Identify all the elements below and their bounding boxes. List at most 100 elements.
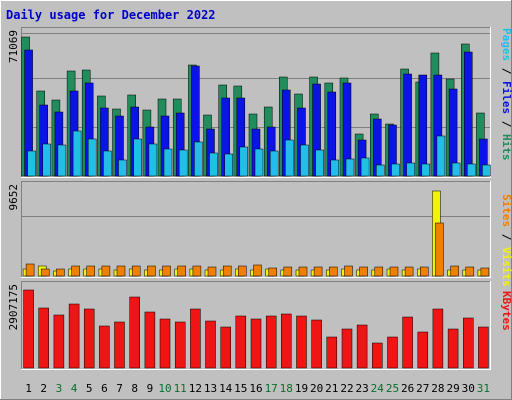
- kbytes-panel-bar-kbytes-24: [372, 342, 383, 369]
- kbytes-panel-bar-kbytes-8: [129, 296, 140, 369]
- x-tick-label-2: 2: [40, 382, 47, 395]
- visits-panel-bar-sites-25: [389, 266, 399, 277]
- kbytes-panel-bar-kbytes-1: [23, 289, 34, 369]
- visits-panel-legend-sites: Sites: [500, 194, 512, 227]
- hits-panel-bar-pages-14: [224, 153, 233, 177]
- visits-panel-area: [21, 181, 491, 278]
- hits-panel-bar-pages-23: [360, 157, 370, 177]
- kbytes-panel-bar-kbytes-9: [144, 311, 156, 369]
- kbytes-panel-bar-kbytes-31: [478, 326, 489, 369]
- visits-panel-ymax-label: 9652: [7, 184, 20, 211]
- x-tick-label-20: 20: [310, 382, 323, 395]
- kbytes-panel-bar-kbytes-12: [190, 308, 201, 369]
- x-tick-label-13: 13: [204, 382, 217, 395]
- hits-panel-bar-pages-12: [194, 141, 203, 177]
- kbytes-panel-bar-kbytes-14: [220, 326, 231, 369]
- visits-panel-bar-sites-12: [192, 265, 202, 277]
- hits-panel-bar-pages-21: [330, 159, 340, 177]
- x-tick-label-5: 5: [86, 382, 93, 395]
- x-tick-label-7: 7: [116, 382, 123, 395]
- visits-panel-legend-separator: /: [500, 227, 512, 247]
- x-tick-label-4: 4: [71, 382, 78, 395]
- x-tick-label-21: 21: [325, 382, 338, 395]
- x-tick-label-9: 9: [147, 382, 154, 395]
- kbytes-panel-bar-kbytes-21: [326, 336, 338, 369]
- kbytes-panel-bar-kbytes-27: [417, 331, 429, 369]
- x-tick-label-25: 25: [386, 382, 399, 395]
- visits-panel-bar-sites-23: [359, 266, 368, 277]
- hits-panel-bar-pages-25: [391, 163, 400, 177]
- hits-panel-bar-pages-18: [285, 139, 294, 177]
- x-tick-label-3: 3: [56, 382, 63, 395]
- x-tick-label-12: 12: [189, 382, 202, 395]
- visits-panel-bar-sites-30: [465, 266, 475, 277]
- hits-panel-bar-pages-22: [345, 158, 355, 177]
- hits-panel-bar-pages-16: [254, 148, 264, 177]
- visits-panel-bar-sites-17: [268, 267, 277, 277]
- hits-panel-bar-pages-6: [103, 150, 112, 177]
- hits-panel-bar-files-26: [403, 73, 412, 177]
- x-tick-label-27: 27: [416, 382, 429, 395]
- visits-panel-bar-sites-11: [177, 265, 186, 277]
- hits-panel-bar-pages-1: [27, 150, 36, 177]
- visits-panel-bar-sites-16: [253, 264, 262, 277]
- x-tick-label-15: 15: [234, 382, 247, 395]
- x-tick-label-1: 1: [25, 382, 32, 395]
- x-tick-label-22: 22: [340, 382, 353, 395]
- kbytes-panel-bar-kbytes-17: [265, 315, 277, 369]
- hits-panel-bar-pages-10: [163, 148, 173, 177]
- x-tick-label-31: 31: [477, 382, 490, 395]
- hits-panel-bar-pages-7: [118, 159, 127, 177]
- kbytes-panel-bar-kbytes-18: [281, 313, 292, 369]
- hits-panel-bar-pages-3: [57, 144, 67, 177]
- visits-panel-bar-sites-24: [374, 266, 384, 277]
- visits-panel-bar-sites-2: [40, 268, 50, 277]
- kbytes-panel-bar-kbytes-4: [68, 303, 80, 369]
- kbytes-panel-bar-kbytes-25: [387, 336, 398, 369]
- hits-panel-bar-pages-2: [42, 143, 51, 177]
- hits-panel-legend-files: Files: [500, 81, 512, 114]
- hits-panel-bar-pages-27: [421, 163, 431, 177]
- hits-panel-bar-pages-24: [376, 164, 385, 177]
- hits-panel-legend-hits: Hits: [500, 134, 512, 161]
- kbytes-panel-bar-kbytes-10: [159, 318, 171, 369]
- hits-panel-bar-pages-11: [178, 149, 188, 177]
- hits-panel-ymax-label: 71069: [7, 30, 20, 63]
- x-tick-label-17: 17: [265, 382, 278, 395]
- visits-panel-bar-sites-28: [435, 222, 444, 277]
- kbytes-panel-bar-kbytes-19: [296, 315, 307, 369]
- kbytes-panel-bar-kbytes-29: [447, 328, 459, 369]
- x-tick-label-26: 26: [401, 382, 414, 395]
- visits-panel-bar-sites-13: [207, 266, 217, 277]
- visits-panel-bar-sites-21: [329, 266, 338, 277]
- x-tick-label-24: 24: [371, 382, 385, 395]
- visits-panel-bar-sites-4: [71, 265, 80, 277]
- visits-panel-bar-sites-19: [298, 266, 308, 277]
- hits-panel-bar-pages-29: [451, 162, 461, 177]
- x-tick-label-14: 14: [219, 382, 233, 395]
- chart-title: Daily usage for December 2022: [6, 8, 216, 22]
- x-tick-label-19: 19: [295, 382, 308, 395]
- visits-panel-bar-sites-7: [116, 265, 126, 277]
- kbytes-panel-bar-kbytes-20: [311, 319, 322, 369]
- x-tick-label-29: 29: [446, 382, 459, 395]
- kbytes-panel-bar-kbytes-23: [356, 324, 368, 369]
- hits-panel-bar-pages-13: [209, 152, 218, 177]
- hits-panel-bar-pages-5: [87, 138, 97, 177]
- kbytes-panel-bar-kbytes-28: [432, 308, 444, 369]
- x-tick-label-10: 10: [158, 382, 171, 395]
- hits-panel-bar-pages-4: [72, 130, 82, 177]
- hits-panel-bar-pages-31: [482, 164, 491, 177]
- visits-panel-bar-sites-22: [344, 265, 353, 277]
- hits-panel-bar-pages-26: [406, 162, 415, 177]
- hits-panel-bar-files-27: [418, 74, 428, 177]
- x-tick-label-28: 28: [431, 382, 444, 395]
- kbytes-panel-bar-kbytes-15: [235, 315, 247, 369]
- visits-panel-bar-sites-27: [420, 266, 429, 277]
- hits-panel-bar-files-30: [464, 51, 473, 177]
- hits-panel-legend-separator: /: [500, 61, 512, 81]
- visits-panel-bar-sites-18: [283, 266, 293, 277]
- hits-panel-legend: Pages / Files / Hits: [500, 28, 512, 161]
